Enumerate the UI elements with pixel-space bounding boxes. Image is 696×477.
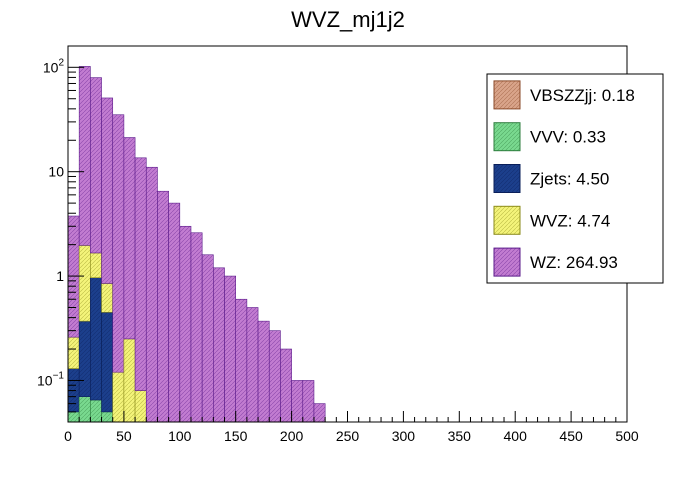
x-tick-label: 0 — [64, 428, 72, 444]
x-tick-label: 150 — [224, 428, 248, 444]
y-tick-label: 102 — [43, 57, 65, 75]
bar-wz-bin-11 — [190, 232, 203, 423]
legend-label: VBSZZjj: 0.18 — [530, 86, 635, 105]
x-axis: 0 50 100 150 200 250 300 350 400 450 500 — [64, 411, 639, 444]
bar-wvz-bin-6 — [134, 390, 147, 423]
bar-vvv-bin-3 — [101, 411, 114, 423]
legend: VBSZZjj: 0.18 VVV: 0.33 Zjets: 4.50 WVZ: 4.… — [486, 73, 664, 284]
y-axis: 10−1 1 10 102 — [37, 57, 84, 423]
bar-zjets-bin-1 — [78, 320, 91, 397]
x-tick-label: 450 — [559, 428, 583, 444]
bar-wvz-bin-3 — [101, 283, 114, 313]
bar-vvv-bin-1 — [78, 396, 91, 423]
y-tick-label: 10 — [48, 164, 64, 180]
bar-wz-bin-4 — [112, 114, 125, 373]
bar-wz-bin-21 — [302, 380, 315, 423]
bar-wz-bin-8 — [157, 190, 169, 423]
y-tick-label: 1 — [56, 268, 64, 284]
bar-wz-bin-13 — [213, 267, 225, 423]
bar-wvz-bin-1 — [78, 245, 91, 322]
bar-wvz-bin-0 — [67, 336, 80, 369]
y-tick-label: 10−1 — [37, 370, 64, 388]
bar-wz-bin-16 — [246, 307, 259, 423]
x-tick-label: 300 — [392, 428, 416, 444]
bar-wz-bin-2 — [90, 77, 102, 254]
legend-label: Zjets: 4.50 — [530, 170, 609, 189]
bar-wz-bin-20 — [291, 380, 304, 423]
bar-wz-bin-0 — [67, 215, 80, 338]
bar-vvv-bin-2 — [90, 399, 102, 423]
bar-wz-bin-9 — [168, 202, 181, 423]
bar-wz-bin-15 — [235, 298, 248, 423]
bar-wvz-bin-2 — [90, 252, 102, 278]
legend-label: VVV: 0.33 — [530, 128, 606, 147]
bar-zjets-bin-2 — [90, 277, 102, 401]
legend-swatch-vvv — [493, 122, 521, 152]
legend-swatch-wvz — [493, 205, 521, 235]
bar-wvz-bin-5 — [123, 338, 136, 423]
legend-label: WVZ: 4.74 — [530, 211, 610, 230]
bar-wz-bin-17 — [257, 320, 270, 423]
bar-wz-bin-6 — [134, 157, 147, 391]
x-tick-label: 200 — [280, 428, 304, 444]
bar-wz-bin-14 — [224, 275, 237, 423]
x-tick-label: 50 — [116, 428, 132, 444]
bar-wz-bin-10 — [179, 225, 192, 423]
bar-wz-bin-19 — [280, 348, 292, 423]
x-tick-label: 350 — [448, 428, 472, 444]
bar-wz-bin-5 — [123, 137, 136, 340]
x-tick-label: 400 — [504, 428, 528, 444]
bar-vvv-bin-0 — [67, 411, 80, 423]
bar-wz-bin-3 — [101, 97, 114, 284]
chart-title: WVZ_mj1j2 — [291, 7, 405, 32]
bar-wz-bin-22 — [313, 403, 326, 423]
x-tick-label: 100 — [168, 428, 192, 444]
bar-wz-bin-1 — [78, 66, 91, 246]
legend-swatch-vbszzjj — [493, 80, 521, 110]
bar-wz-bin-18 — [268, 330, 281, 423]
legend-swatch-wz — [493, 247, 521, 277]
bar-wz-bin-12 — [201, 254, 214, 423]
bars-layer — [67, 66, 326, 423]
bar-wvz-bin-4 — [112, 371, 125, 423]
x-tick-label: 250 — [336, 428, 360, 444]
legend-label: WZ: 264.93 — [530, 253, 618, 272]
x-tick-label: 500 — [615, 428, 639, 444]
bar-zjets-bin-3 — [101, 311, 114, 413]
bar-wz-bin-7 — [145, 166, 158, 423]
legend-swatch-zjets — [493, 164, 521, 193]
